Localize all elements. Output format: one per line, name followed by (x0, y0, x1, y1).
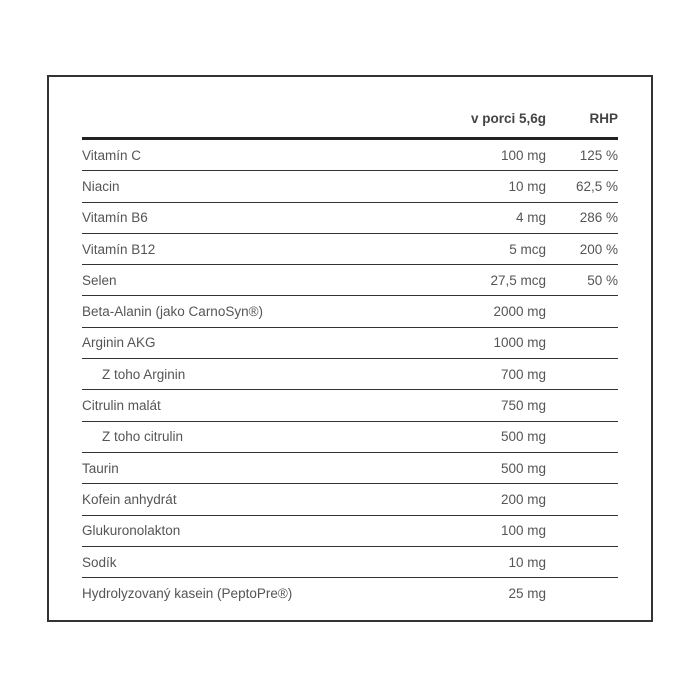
row-rhp: 125 % (546, 138, 618, 172)
row-name: Arginin AKG (82, 327, 406, 360)
table-row: Citrulin malát 750 mg (82, 389, 618, 422)
row-amount: 100 mg (406, 515, 546, 547)
row-name: Z toho Arginin (82, 358, 406, 391)
header-name (82, 100, 406, 140)
row-amount: 2000 mg (406, 295, 546, 328)
table-frame (47, 75, 653, 622)
row-amount: 700 mg (406, 358, 546, 391)
row-rhp (546, 389, 618, 422)
row-rhp (546, 327, 618, 360)
row-name: Vitamín B12 (82, 233, 406, 266)
row-amount: 10 mg (406, 170, 546, 203)
row-amount: 500 mg (406, 421, 546, 453)
row-rhp (546, 546, 618, 579)
row-name: Z toho citrulin (82, 421, 406, 453)
table-row: Niacin 10 mg 62,5 % (82, 170, 618, 203)
row-amount: 1000 mg (406, 327, 546, 360)
row-rhp: 62,5 % (546, 170, 618, 203)
row-name: Sodík (82, 546, 406, 579)
table-header: v porci 5,6g RHP (82, 100, 618, 140)
row-amount: 27,5 mcg (406, 264, 546, 297)
table-row: Hydrolyzovaný kasein (PeptoPre®) 25 mg (82, 578, 618, 609)
row-name: Vitamín C (82, 138, 406, 172)
row-name: Taurin (82, 452, 406, 485)
row-rhp: 50 % (546, 264, 618, 297)
row-name: Kofein anhydrát (82, 483, 406, 516)
table-row: Z toho Arginin 700 mg (82, 358, 618, 391)
table-row: Vitamín B12 5 mcg 200 % (82, 233, 618, 266)
row-rhp (546, 578, 618, 609)
row-amount: 100 mg (406, 138, 546, 172)
row-rhp (546, 452, 618, 485)
row-name: Beta-Alanin (jako CarnoSyn®) (82, 295, 406, 328)
header-amount: v porci 5,6g (406, 100, 546, 140)
row-amount: 200 mg (406, 483, 546, 516)
row-amount: 25 mg (508, 585, 546, 601)
row-amount: 4 mg (406, 202, 546, 234)
table-row: Vitamín C 100 mg 125 % (82, 138, 618, 172)
row-amount: 10 mg (406, 546, 546, 579)
row-rhp (546, 515, 618, 547)
row-name: Selen (82, 264, 406, 297)
table-row: Arginin AKG 1000 mg (82, 327, 618, 360)
table-row: Taurin 500 mg (82, 452, 618, 485)
row-rhp: 200 % (546, 233, 618, 266)
table-row: Glukuronolakton 100 mg (82, 515, 618, 547)
table-row: Sodík 10 mg (82, 546, 618, 579)
table-row: Z toho citrulin 500 mg (82, 421, 618, 453)
row-amount: 5 mcg (406, 233, 546, 266)
table-row: Kofein anhydrát 200 mg (82, 483, 618, 516)
row-name: Niacin (82, 170, 406, 203)
header-rhp: RHP (546, 100, 618, 140)
row-rhp (546, 421, 618, 453)
row-name: Glukuronolakton (82, 515, 406, 547)
row-name: Hydrolyzovaný kasein (PeptoPre®) (82, 585, 293, 601)
row-amount: 500 mg (406, 452, 546, 485)
row-name: Vitamín B6 (82, 202, 406, 234)
row-amount: 750 mg (406, 389, 546, 422)
table-row: Beta-Alanin (jako CarnoSyn®) 2000 mg (82, 295, 618, 328)
row-rhp (546, 483, 618, 516)
row-rhp (546, 295, 618, 328)
table-row: Vitamín B6 4 mg 286 % (82, 202, 618, 234)
table-row: Selen 27,5 mcg 50 % (82, 264, 618, 297)
row-name: Citrulin malát (82, 389, 406, 422)
row-rhp: 286 % (546, 202, 618, 234)
nutrition-table: v porci 5,6g RHP Vitamín C 100 mg 125 % Nia… (82, 100, 618, 608)
row-rhp (546, 358, 618, 391)
